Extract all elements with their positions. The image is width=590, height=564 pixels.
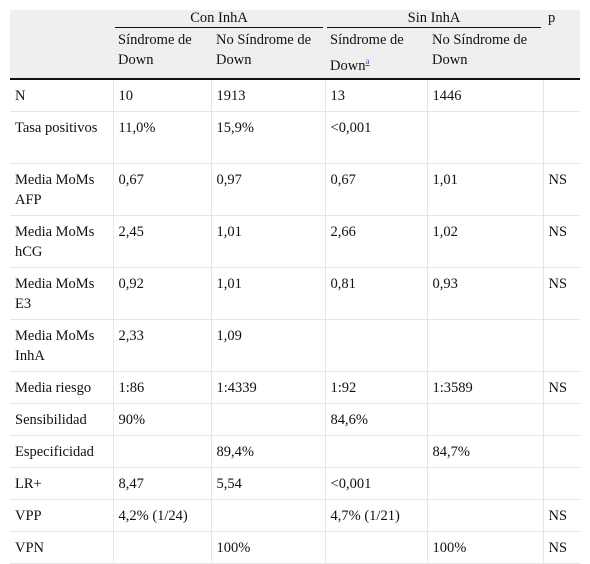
results-table: Con InhA Sin InhA p Síndrome de Down No … [10, 10, 581, 564]
table-cell: 15,9% [211, 111, 326, 164]
table-body: N 10 1913 13 1446 Tasa positivos 11,0% 15,9% <0,… [10, 78, 581, 564]
table-row: Media riesgo 1:86 1:4339 1:92 1:3589 NS [10, 371, 581, 404]
table-cell [543, 467, 580, 499]
table-cell [427, 467, 544, 500]
table-cell: 0,97 [211, 163, 326, 216]
table-cell: 4,2% (1/24) [113, 499, 212, 532]
table-cell: 2,66 [325, 215, 428, 268]
table-row: Media MoMs hCG 2,45 1,01 2,66 1,02 NS [10, 215, 581, 268]
table-cell: 2,33 [113, 319, 212, 372]
row-label: Media MoMs hCG [10, 215, 114, 268]
row-label: LR+ [10, 467, 114, 500]
table-cell: 100% [427, 531, 544, 564]
table-cell: 1:86 [113, 371, 212, 404]
table-row: Sensibilidad 90% 84,6% [10, 403, 581, 436]
table-cell [113, 435, 212, 468]
table-cell: 4,7% (1/21) [325, 499, 428, 532]
subheader-sin-down: Síndrome de Downa [330, 32, 404, 74]
table-header: Con InhA Sin InhA p Síndrome de Down No … [10, 10, 581, 79]
table-cell: 1913 [211, 78, 326, 112]
row-label: N [10, 78, 114, 112]
table-cell [325, 435, 428, 468]
table-cell: 100% [211, 531, 326, 564]
table-cell [427, 403, 544, 436]
table-cell: NS [548, 275, 568, 292]
row-label: Media MoMs InhA [10, 319, 114, 372]
table-cell: 13 [325, 78, 428, 112]
table-cell: 11,0% [113, 111, 212, 164]
table-cell: 10 [113, 78, 212, 112]
table-cell: 0,67 [113, 163, 212, 216]
row-label: VPN [10, 531, 114, 564]
table-cell [427, 111, 544, 164]
table-cell: 0,67 [325, 163, 428, 216]
table-cell: 5,54 [211, 467, 326, 500]
table-row: Tasa positivos 11,0% 15,9% <0,001 [10, 111, 581, 164]
row-label: Media MoMs E3 [10, 267, 114, 320]
table-row: Media MoMs E3 0,92 1,01 0,81 0,93 NS [10, 267, 581, 320]
table-cell: 1,01 [211, 267, 326, 320]
footnote-link[interactable]: a [365, 56, 370, 66]
subheader-sin-no-down: No Síndrome de Down [432, 32, 528, 68]
table-cell [543, 319, 580, 371]
table-row: Media MoMs AFP 0,67 0,97 0,67 1,01 NS [10, 163, 581, 216]
table-cell: <0,001 [325, 111, 428, 164]
table-cell [325, 531, 428, 564]
table-cell: 1446 [427, 78, 544, 112]
table-row: Especificidad 89,4% 84,7% [10, 435, 581, 468]
table-row: VPP 4,2% (1/24) 4,7% (1/21) NS [10, 499, 581, 532]
table-cell: 0,93 [427, 267, 544, 320]
table-cell [543, 435, 580, 467]
table-cell [427, 499, 544, 532]
row-label: Media MoMs AFP [10, 163, 114, 216]
table-cell: 1:3589 [427, 371, 544, 404]
table-cell: NS [548, 223, 568, 240]
subheader-p-empty [543, 28, 580, 79]
row-label: Media riesgo [10, 371, 114, 404]
table-cell: 84,7% [427, 435, 544, 468]
table-cell: 1,09 [211, 319, 326, 372]
table-cell: 1,02 [427, 215, 544, 268]
table-cell: 1,01 [211, 215, 326, 268]
table-container: Con InhA Sin InhA p Síndrome de Down No … [10, 10, 581, 564]
table-cell: NS [548, 539, 568, 556]
header-p: p [548, 10, 556, 26]
table-cell [211, 499, 326, 532]
table-cell: NS [548, 171, 568, 188]
subheader-con-no-down: No Síndrome de Down [216, 32, 312, 68]
table-cell [427, 319, 544, 372]
table-cell [543, 403, 580, 435]
table-cell [543, 79, 580, 112]
table-cell: 8,47 [113, 467, 212, 500]
row-label: VPP [10, 499, 114, 532]
table-cell: 0,92 [113, 267, 212, 320]
subheader-con-down: Síndrome de Down [118, 32, 192, 68]
table-row: VPN 100% 100% NS [10, 531, 581, 564]
table-cell [211, 403, 326, 436]
table-cell [325, 319, 428, 372]
table-row: Media MoMs InhA 2,33 1,09 [10, 319, 581, 372]
table-row: N 10 1913 13 1446 [10, 78, 581, 112]
row-label: Especificidad [10, 435, 114, 468]
table-cell: NS [548, 379, 568, 396]
group-header-sin-inha: Sin InhA [325, 10, 543, 28]
row-label: Tasa positivos [10, 111, 114, 164]
table-cell: 89,4% [211, 435, 326, 468]
table-cell: 84,6% [325, 403, 428, 436]
table-cell [543, 111, 580, 163]
table-cell: NS [548, 507, 568, 524]
header-corner [10, 10, 113, 28]
row-label: Sensibilidad [10, 403, 114, 436]
table-cell [113, 531, 212, 564]
table-cell: 1,01 [427, 163, 544, 216]
table-row: LR+ 8,47 5,54 <0,001 [10, 467, 581, 500]
table-cell: 1:92 [325, 371, 428, 404]
table-cell: 2,45 [113, 215, 212, 268]
table-cell: <0,001 [325, 467, 428, 500]
header-corner-2 [10, 28, 113, 79]
table-cell: 90% [113, 403, 212, 436]
table-cell: 1:4339 [211, 371, 326, 404]
table-cell: 0,81 [325, 267, 428, 320]
group-header-con-inha: Con InhA [113, 10, 325, 28]
